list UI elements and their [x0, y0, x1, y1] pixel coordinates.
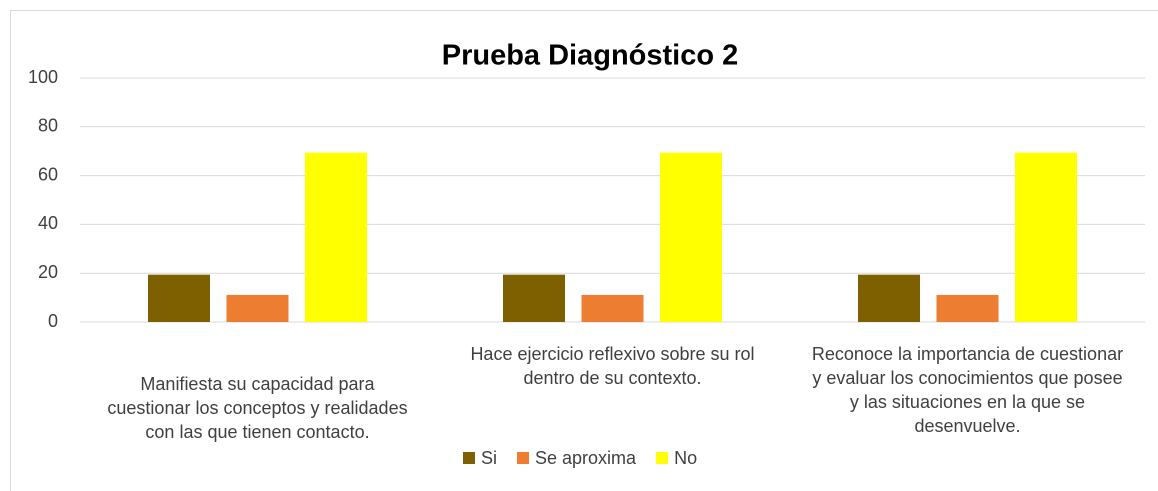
legend-swatch [517, 452, 530, 464]
y-tick-label: 100 [28, 67, 58, 87]
bar [660, 152, 722, 322]
chart-title: Prueba Diagnóstico 2 [442, 40, 739, 72]
bar [305, 152, 367, 322]
y-tick-label: 40 [38, 213, 58, 233]
x-tick-label-box: Hace ejercicio reflexivo sobre su rol de… [470, 344, 755, 388]
bar [1015, 152, 1077, 322]
bar [148, 274, 210, 322]
y-tick-label: 20 [38, 262, 58, 282]
bar [226, 294, 289, 322]
x-tick-label: Manifiesta su capacidad para cuestionar … [107, 374, 408, 442]
y-tick-label: 80 [38, 116, 58, 136]
bar [581, 294, 644, 322]
x-tick-label-box: Manifiesta su capacidad para cuestionar … [107, 374, 408, 442]
chart-frame [10, 10, 1158, 491]
x-tick-label: Hace ejercicio reflexivo sobre su rol de… [470, 344, 755, 388]
legend-swatch [463, 452, 475, 464]
legend-label: Se aproxima [535, 448, 637, 468]
x-tick-label-box: Reconoce la importancia de cuestionar y … [811, 344, 1124, 436]
legend-label: No [674, 448, 697, 468]
bar [503, 274, 565, 322]
legend-label: Si [481, 448, 497, 468]
y-tick-label: 0 [48, 311, 58, 331]
bar [936, 294, 999, 322]
y-tick-label: 60 [38, 164, 58, 184]
legend-swatch [656, 452, 669, 464]
x-tick-label: Reconoce la importancia de cuestionar y … [811, 344, 1124, 436]
bar [858, 274, 920, 322]
